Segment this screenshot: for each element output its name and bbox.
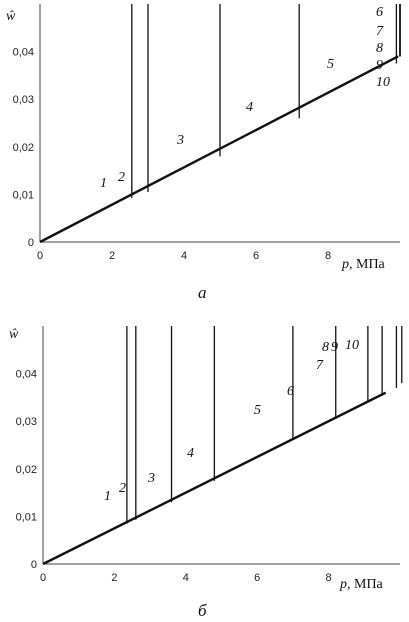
curve-label: 4 [246, 100, 253, 115]
curves [39, 4, 401, 244]
curve-label: 8 [376, 41, 383, 56]
curve-label: 10 [376, 75, 390, 90]
curve-label: 1 [100, 176, 107, 191]
y-tick-label: 0,04 [13, 47, 34, 59]
y-axis-label: ŵ [6, 9, 16, 24]
y-tick-labels: 0 0,01 0,02 0,03 0,04 [13, 47, 34, 249]
curve-label: 7 [316, 358, 324, 373]
curve-label: 10 [345, 338, 359, 353]
x-axis-unit: , МПа [347, 577, 384, 592]
x-tick-labels: 0 2 4 6 8 [40, 572, 332, 584]
y-tick-label: 0 [28, 237, 34, 249]
curve-label: 9 [331, 340, 338, 355]
x-axis-unit: , МПа [349, 257, 386, 272]
x-tick-labels: 0 2 4 6 8 [37, 250, 331, 262]
curve-label: 4 [187, 446, 194, 461]
y-tick-labels: 0 0,01 0,02 0,03 0,04 [16, 369, 37, 571]
curve-label: 2 [118, 170, 125, 185]
x-axis-variable: p [341, 257, 349, 272]
y-tick-label: 0,04 [16, 369, 37, 381]
y-tick-label: 0,01 [13, 189, 34, 201]
curve-label: 9 [376, 58, 383, 73]
x-tick-label: 8 [325, 250, 331, 262]
curve-label: 3 [147, 471, 155, 486]
x-axis-variable: p [339, 577, 347, 592]
curve-label: 5 [327, 57, 334, 72]
x-tick-label: 6 [253, 250, 259, 262]
curve-label: 7 [376, 24, 384, 39]
x-tick-label: 6 [254, 572, 260, 584]
y-tick-label: 0,02 [13, 142, 34, 154]
x-tick-label: 2 [109, 250, 115, 262]
curve-label: 6 [287, 384, 294, 399]
x-tick-label: 0 [40, 572, 46, 584]
panel-caption: а [198, 283, 207, 302]
base-curve [39, 55, 399, 244]
curve-label: 2 [119, 481, 126, 496]
curve-label: 3 [176, 133, 184, 148]
y-tick-label: 0,02 [16, 464, 37, 476]
curve-label: 5 [254, 403, 261, 418]
y-tick-label: 0,03 [16, 416, 37, 428]
x-tick-label: 0 [37, 250, 43, 262]
x-axis-label: p, МПа [339, 577, 384, 592]
curve-label: 6 [376, 5, 383, 20]
x-tick-label: 4 [183, 572, 189, 584]
panel-caption: б [198, 601, 207, 620]
curves [42, 326, 403, 566]
x-axis-label: p, МПа [341, 257, 386, 272]
x-tick-label: 4 [181, 250, 187, 262]
y-tick-label: 0 [31, 559, 37, 571]
y-tick-label: 0,03 [13, 94, 34, 106]
y-tick-label: 0,01 [16, 511, 37, 523]
x-tick-label: 2 [111, 572, 117, 584]
curve-label: 8 [322, 340, 329, 355]
curve-label: 1 [104, 489, 111, 504]
x-tick-label: 8 [326, 572, 332, 584]
y-axis-label: ŵ [9, 327, 19, 342]
